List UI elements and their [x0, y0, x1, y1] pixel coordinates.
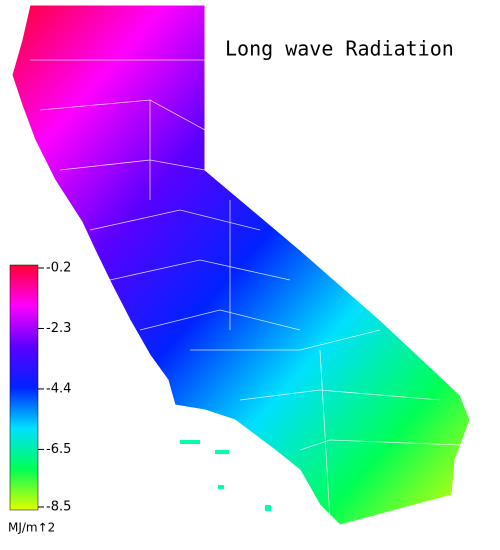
colorbar-unit: MJ/m↑2	[8, 521, 55, 535]
map-title: Long wave Radiation	[225, 37, 454, 61]
islands	[180, 440, 271, 511]
colorbar-tick-label: -4.4	[46, 381, 71, 396]
colorbar-tick-label: -6.5	[46, 442, 71, 457]
california-outline	[11, 4, 471, 526]
colorbar	[9, 264, 39, 511]
colorbar-tick-label: -8.5	[46, 500, 71, 515]
colorbar-tick-label: -2.3	[46, 321, 71, 336]
county-lines	[30, 59, 461, 521]
colorbar-tick-label: -0.2	[46, 261, 71, 276]
